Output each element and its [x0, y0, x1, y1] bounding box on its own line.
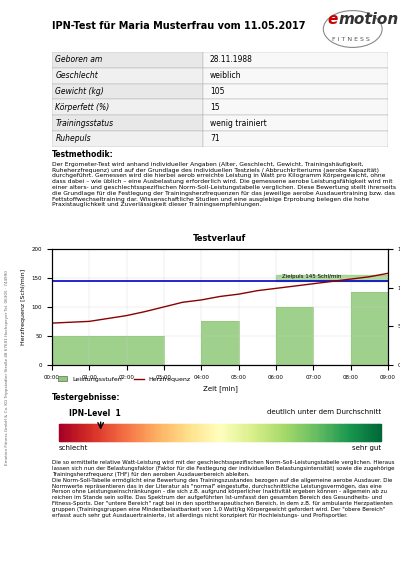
Text: Trainingsstatus: Trainingsstatus	[55, 118, 114, 127]
Text: 105: 105	[210, 87, 224, 96]
Text: Testergebnisse:: Testergebnisse:	[52, 393, 120, 402]
Bar	[52, 84, 203, 99]
Text: 71: 71	[210, 134, 220, 143]
Legend: Leistungsstufen, Herzfrequenz: Leistungsstufen, Herzfrequenz	[55, 374, 193, 384]
Text: Emotion Fitness GmbH & Co. KG Trippstadter Straße 48 67691 Hochspeyer Tel. 06305: Emotion Fitness GmbH & Co. KG Trippstadt…	[5, 271, 9, 465]
Text: motion: motion	[339, 12, 399, 27]
Text: IPN-Test für Maria Musterfrau vom 11.05.2017: IPN-Test für Maria Musterfrau vom 11.05.…	[52, 20, 306, 31]
Bar	[203, 68, 388, 84]
Bar	[203, 99, 388, 115]
Text: Die so ermittelte relative Watt-Leistung wird mit der geschlechtsspezifischen No: Die so ermittelte relative Watt-Leistung…	[52, 460, 394, 517]
Text: Ruhepuls: Ruhepuls	[55, 134, 91, 143]
Text: Zielpuls 145 Schl/min: Zielpuls 145 Schl/min	[282, 274, 341, 279]
Text: F I T N E S S: F I T N E S S	[332, 37, 370, 42]
Text: deutlich unter dem Durchschnitt: deutlich unter dem Durchschnitt	[267, 409, 381, 414]
Text: schlecht: schlecht	[59, 444, 88, 451]
Text: Testmethodik:: Testmethodik:	[52, 151, 114, 160]
Text: Körperfett (%): Körperfett (%)	[55, 102, 110, 112]
Text: Der Ergometer-Test wird anhand individueller Angaben (Alter, Geschlecht, Gewicht: Der Ergometer-Test wird anhand individue…	[52, 162, 396, 207]
Y-axis label: Herzfrequenz [Schl/min]: Herzfrequenz [Schl/min]	[21, 269, 26, 345]
Bar	[203, 115, 388, 131]
Text: IPN-Level  1: IPN-Level 1	[69, 409, 120, 418]
Bar	[52, 68, 203, 84]
Text: Geschlecht: Geschlecht	[55, 71, 98, 80]
Title: Testverlauf: Testverlauf	[193, 234, 247, 243]
Text: 15: 15	[210, 102, 220, 112]
Bar	[52, 99, 203, 115]
Text: 28.11.1988: 28.11.1988	[210, 55, 253, 65]
Bar	[203, 52, 388, 68]
Text: sehr gut: sehr gut	[352, 444, 381, 451]
Text: Geboren am: Geboren am	[55, 55, 103, 65]
X-axis label: Zeit [min]: Zeit [min]	[202, 385, 238, 392]
Text: weiblich: weiblich	[210, 71, 242, 80]
Bar	[52, 52, 203, 68]
Bar	[203, 131, 388, 147]
Bar	[52, 115, 203, 131]
Text: Gewicht (kg): Gewicht (kg)	[55, 87, 104, 96]
Bar	[52, 131, 203, 147]
Text: e: e	[328, 12, 338, 27]
Bar	[203, 84, 388, 99]
Text: wenig trainiert: wenig trainiert	[210, 118, 267, 127]
